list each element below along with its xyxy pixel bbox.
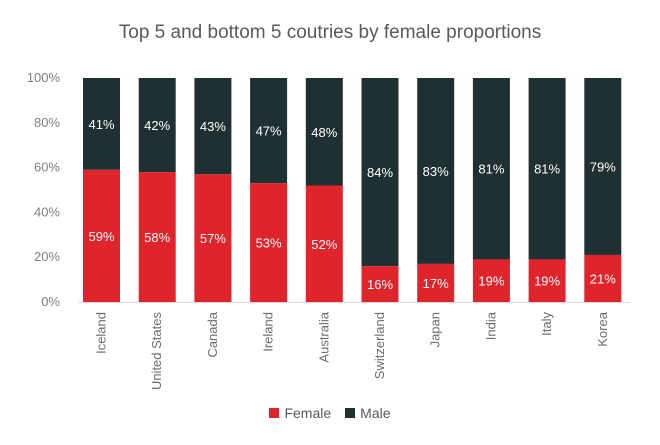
- data-label-female: 59%: [88, 229, 114, 244]
- category-label: India: [483, 311, 498, 340]
- data-label-male: 47%: [256, 124, 282, 139]
- bar-male: [528, 78, 566, 260]
- data-label-male: 81%: [534, 162, 560, 177]
- category-label: Australia: [316, 311, 331, 362]
- legend-item-female: Female: [269, 405, 331, 421]
- category-label: Canada: [205, 311, 220, 357]
- data-label-female: 19%: [478, 274, 504, 289]
- legend-swatch-female: [269, 408, 280, 418]
- bar-male: [305, 78, 343, 186]
- bar-female: [138, 172, 176, 302]
- bar-female: [83, 169, 120, 302]
- bar-female: [194, 174, 232, 302]
- bar-male: [361, 78, 399, 267]
- bar-female: [361, 266, 399, 302]
- category-label: Korea: [595, 311, 610, 346]
- data-label-female: 52%: [311, 237, 337, 252]
- data-label-female: 21%: [590, 271, 616, 286]
- bar-male: [584, 78, 622, 255]
- y-tick-label: 40%: [34, 204, 60, 219]
- bar-female: [472, 259, 510, 302]
- bar-male: [83, 78, 120, 170]
- data-label-male: 43%: [200, 119, 226, 134]
- y-tick-label: 0%: [41, 294, 60, 309]
- bar-male: [250, 78, 288, 184]
- data-label-female: 16%: [367, 277, 393, 292]
- category-label: United States: [149, 312, 164, 391]
- legend-swatch-male: [345, 408, 356, 418]
- bar-female: [584, 254, 622, 302]
- legend-item-male: Male: [345, 405, 391, 421]
- data-label-male: 42%: [144, 118, 170, 133]
- data-label-female: 58%: [144, 230, 170, 245]
- bar-female: [305, 185, 343, 302]
- y-tick-label: 60%: [34, 160, 60, 175]
- data-label-female: 57%: [200, 231, 226, 246]
- data-label-male: 81%: [478, 162, 504, 177]
- data-label-female: 17%: [423, 276, 449, 291]
- y-tick-label: 20%: [34, 249, 60, 264]
- bar-male: [138, 78, 176, 173]
- bar-male: [194, 78, 232, 175]
- data-label-female: 53%: [256, 236, 282, 251]
- bar-male: [417, 78, 455, 264]
- category-label: Iceland: [94, 312, 109, 354]
- category-label: Japan: [428, 312, 443, 347]
- y-tick-label: 100%: [27, 70, 61, 85]
- legend: Female Male: [0, 405, 660, 421]
- bar-female: [528, 259, 566, 302]
- bar-female: [250, 183, 288, 302]
- bar-female: [417, 263, 455, 302]
- data-label-male: 83%: [423, 164, 449, 179]
- legend-label-female: Female: [284, 405, 332, 421]
- data-label-female: 19%: [534, 274, 560, 289]
- data-label-male: 41%: [88, 117, 114, 132]
- bar-male: [472, 78, 510, 260]
- legend-label-male: Male: [360, 405, 391, 421]
- category-label: Ireland: [261, 312, 276, 352]
- category-label: Switzerland: [372, 312, 387, 379]
- data-label-male: 84%: [367, 165, 393, 180]
- category-label: Italy: [539, 312, 554, 336]
- data-label-male: 79%: [590, 159, 616, 174]
- chart-title: Top 5 and bottom 5 coutries by female pr…: [118, 22, 542, 43]
- data-label-male: 48%: [311, 125, 337, 140]
- y-tick-label: 80%: [34, 115, 60, 130]
